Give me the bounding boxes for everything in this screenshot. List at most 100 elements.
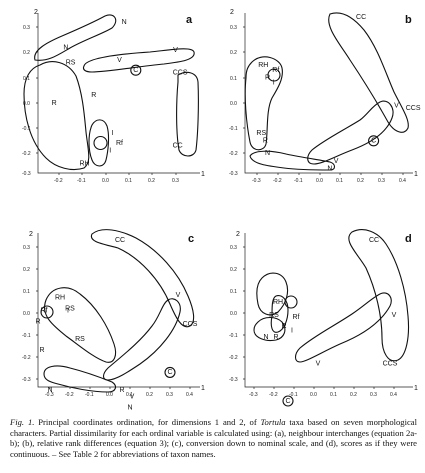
group-hull (284, 295, 298, 309)
taxon-label: RS (75, 336, 85, 343)
panel-c-dim1-label: 1 (201, 385, 205, 392)
taxon-label: I (273, 80, 275, 87)
taxon-label: N (127, 404, 132, 411)
x-tick-label: 0.3 (172, 178, 179, 184)
panel-a-x-tick-labels: -0.2 -0.1 0.0 0.1 0.2 0.3 (54, 178, 179, 184)
group-hull (23, 61, 90, 171)
y-tick-label: 0.0 (23, 101, 30, 107)
taxon-label: V (176, 292, 181, 299)
x-tick-label: 0.4 (399, 178, 406, 184)
taxon-label: R (52, 100, 57, 107)
group-hull (328, 12, 409, 133)
taxon-label: N (265, 150, 270, 157)
x-tick-label: 0.2 (146, 392, 153, 398)
taxon-label: RS (256, 130, 266, 137)
panel-c-letter: c (188, 233, 194, 245)
panel-b-axis-ticks (243, 26, 404, 175)
taxon-label: R (91, 92, 96, 99)
y-tick-label: 0.3 (23, 245, 30, 251)
taxon-label: C (167, 369, 172, 376)
panel-d-dim2-label: 2 (236, 231, 240, 238)
y-tick-label: 0.2 (230, 50, 237, 56)
taxon-label: N (63, 44, 68, 51)
y-tick-label: 0.1 (230, 289, 237, 295)
panel-b-y-axis (244, 13, 413, 174)
taxon-label: CCS (173, 70, 188, 77)
panel-c-y-axis (37, 233, 200, 388)
group-hull (40, 305, 54, 319)
taxon-label: CC (173, 143, 183, 150)
taxon-label: V (316, 360, 321, 367)
x-tick-label: 0.1 (126, 392, 133, 398)
taxon-label: I (67, 308, 69, 315)
y-tick-label: 0.3 (230, 245, 237, 251)
taxon-label: Rf (41, 308, 48, 315)
taxon-c-circle (130, 64, 142, 76)
taxon-label: C (133, 67, 138, 74)
group-hull (267, 68, 281, 82)
taxon-label: I (291, 327, 293, 334)
panel-b-y-tick-labels: 0.3 0.2 0.1 0.0 -0.1 -0.2 -0.3 (229, 25, 238, 177)
panel-d-y-tick-labels: 0.3 0.2 0.1 0.0 -0.1 -0.2 -0.3 (229, 245, 238, 383)
taxon-label: V (117, 57, 122, 64)
taxon-label: N (122, 19, 127, 26)
group-hull (256, 272, 289, 316)
taxon-label: CC (356, 14, 366, 21)
y-tick-label: -0.1 (229, 333, 238, 339)
taxon-label: R (35, 319, 40, 326)
x-tick-label: 0.1 (330, 392, 337, 398)
taxon-label: R (265, 75, 270, 82)
y-tick-label: -0.2 (22, 355, 31, 361)
group-hull (253, 316, 286, 342)
panel-c-group-hulls (40, 229, 195, 393)
taxon-label: R (273, 334, 278, 341)
taxon-label: C (285, 398, 290, 405)
taxon-label: N (47, 387, 52, 394)
taxon-label: V (392, 312, 397, 319)
taxon-label: RH (79, 160, 89, 167)
group-hull (294, 292, 392, 363)
taxon-label: R (281, 323, 286, 330)
taxon-label: Rf (116, 140, 123, 147)
y-tick-label: -0.1 (22, 126, 31, 132)
group-hull (244, 56, 283, 151)
y-tick-label: 0.3 (230, 25, 237, 31)
x-tick-label: 0.4 (186, 392, 193, 398)
taxon-label: I (109, 148, 111, 155)
panel-d-group-hulls (253, 229, 410, 363)
panel-a-y-axis (37, 13, 200, 174)
y-tick-label: 0.1 (230, 76, 237, 82)
group-hull (270, 295, 289, 333)
panel-d-y-axis (244, 233, 413, 388)
taxon-c-circle (282, 395, 294, 407)
taxon-label: RH (258, 62, 268, 69)
panel-d: 2 1 d 0.3 0.2 0.1 0.0 -0.1 -0.2 -0.3 -0.… (229, 229, 418, 407)
panel-c-y-tick-labels: 0.3 0.2 0.1 0.0 -0.1 -0.2 -0.3 (22, 245, 31, 383)
x-tick-label: -0.3 (252, 178, 261, 184)
taxon-label: CCS (183, 321, 198, 328)
caption-text: taxa based on seven morphological charac… (10, 417, 417, 459)
taxon-label: RS (269, 312, 279, 319)
y-tick-label: 0.2 (230, 267, 237, 273)
x-tick-label: 0.3 (166, 392, 173, 398)
group-hull (348, 229, 410, 362)
y-tick-label: -0.3 (22, 171, 31, 177)
y-tick-label: -0.3 (229, 377, 238, 383)
x-tick-label: 0.2 (148, 178, 155, 184)
taxon-label: CCS (406, 105, 421, 112)
y-tick-label: 0.0 (23, 311, 30, 317)
genus-name: Tortula (260, 417, 286, 427)
y-tick-label: -0.2 (229, 355, 238, 361)
panel-c-axis-ticks (36, 246, 191, 389)
x-tick-label: 0.1 (336, 178, 343, 184)
x-tick-label: -0.1 (289, 392, 298, 398)
taxon-label: R (119, 387, 124, 394)
taxon-label: N (263, 334, 268, 341)
x-tick-label: -0.3 (45, 392, 54, 398)
taxon-label: CC (115, 237, 125, 244)
taxon-label: N (327, 165, 332, 172)
group-hull (307, 100, 394, 165)
y-tick-label: 0.0 (230, 101, 237, 107)
